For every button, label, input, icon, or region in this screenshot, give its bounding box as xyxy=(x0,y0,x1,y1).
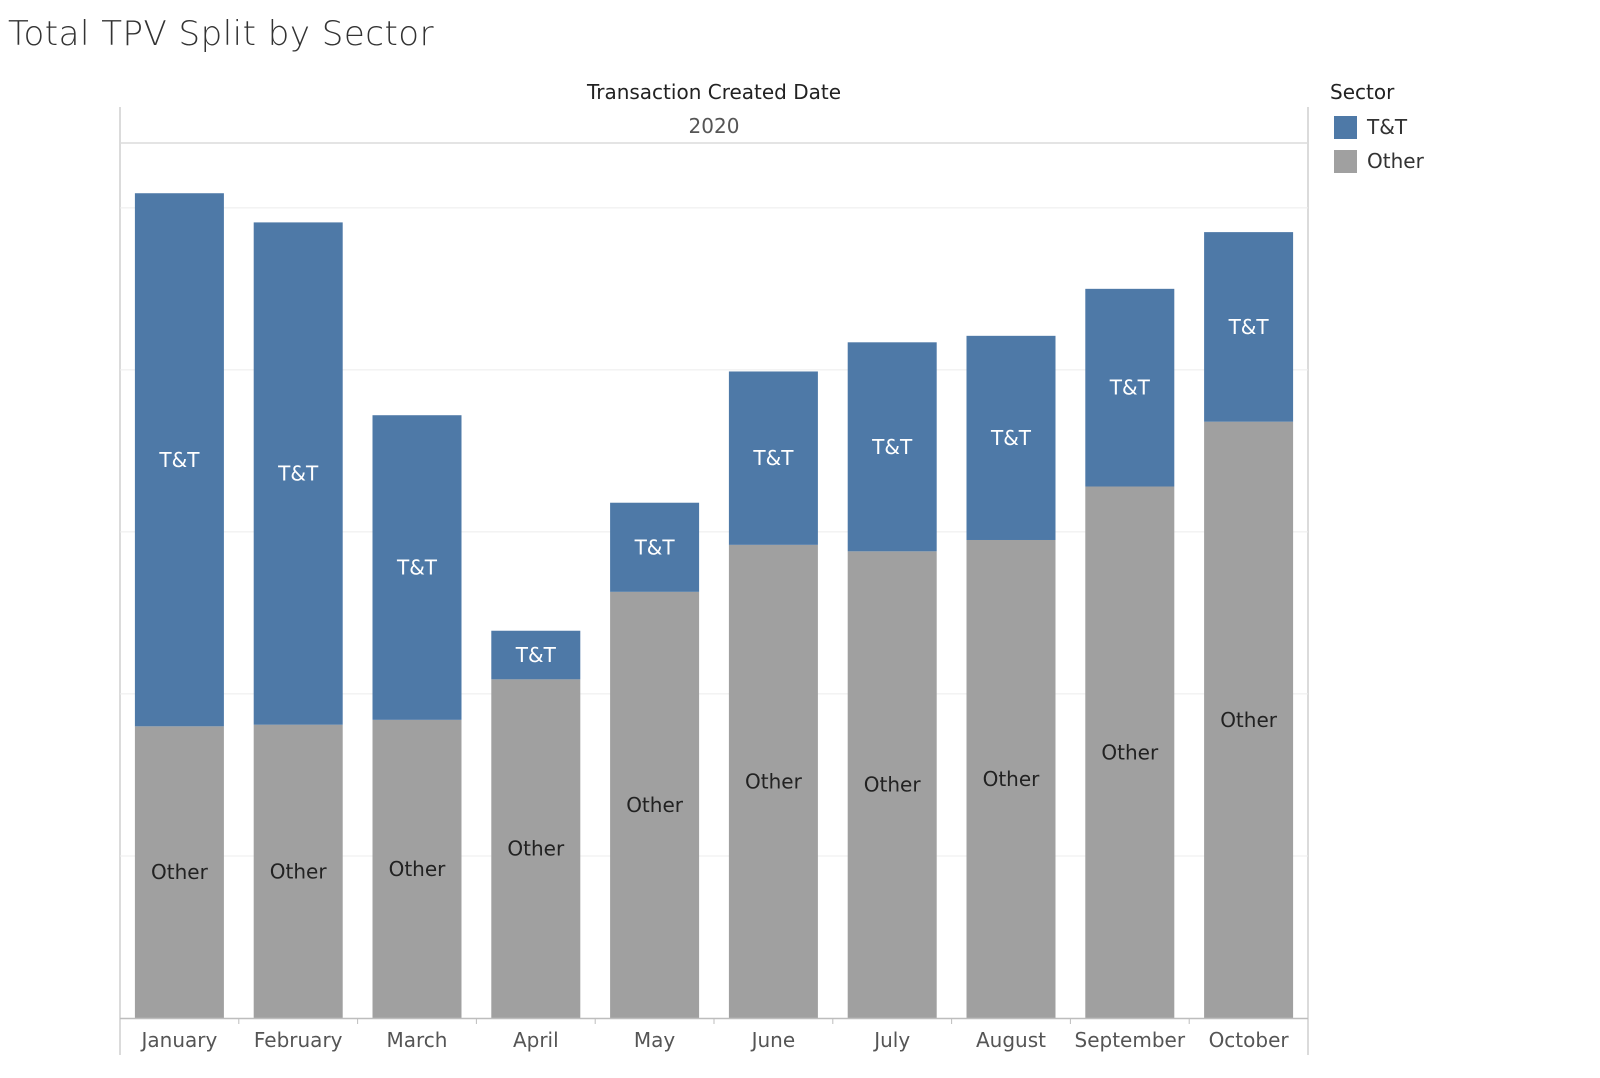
legend-item-tt[interactable]: T&T xyxy=(1330,110,1424,144)
bar-label-tt-january: T&T xyxy=(158,448,200,472)
x-tick-label-june: June xyxy=(750,1028,796,1052)
bar-tt-january xyxy=(134,193,224,727)
bar-tt-march xyxy=(372,415,462,720)
bar-tt-october xyxy=(1204,232,1294,422)
chart-title: Total TPV Split by Sector xyxy=(8,14,435,54)
bar-label-other-march: Other xyxy=(389,857,447,881)
bar-other-july xyxy=(847,551,937,1018)
bar-label-tt-march: T&T xyxy=(396,556,438,580)
bar-label-tt-september: T&T xyxy=(1109,376,1151,400)
bar-label-other-february: Other xyxy=(270,859,328,883)
bar-tt-may xyxy=(610,502,700,592)
bar-label-tt-may: T&T xyxy=(634,535,676,559)
legend-label-other: Other xyxy=(1367,149,1424,173)
bar-label-other-august: Other xyxy=(983,767,1041,791)
bar-other-september xyxy=(1085,486,1175,1018)
column-header-year: 2020 xyxy=(688,114,740,138)
x-tick-label-january: January xyxy=(139,1028,217,1052)
legend-label-tt: T&T xyxy=(1367,115,1408,139)
bar-tt-august xyxy=(966,335,1056,540)
bar-label-other-september: Other xyxy=(1101,740,1159,764)
bar-tt-february xyxy=(253,222,343,725)
x-tick-label-april: April xyxy=(513,1028,559,1052)
bar-tt-july xyxy=(847,342,937,552)
legend-title: Sector xyxy=(1330,80,1395,104)
x-tick-label-august: August xyxy=(976,1028,1046,1052)
x-tick-label-march: March xyxy=(387,1028,448,1052)
bar-label-other-october: Other xyxy=(1220,708,1278,732)
bar-other-march xyxy=(372,719,462,1018)
x-tick-label-february: February xyxy=(254,1028,343,1052)
bar-other-june xyxy=(728,544,818,1018)
legend-swatch-other xyxy=(1334,149,1357,173)
bar-tt-april xyxy=(491,630,581,680)
legend-swatch-tt xyxy=(1334,115,1357,139)
bar-label-tt-april: T&T xyxy=(515,643,557,667)
bar-label-tt-july: T&T xyxy=(871,435,913,459)
legend: Sector T&T Other xyxy=(1330,80,1424,178)
legend-item-other[interactable]: Other xyxy=(1330,144,1424,178)
bar-other-february xyxy=(253,724,343,1018)
x-tick-label-may: May xyxy=(634,1028,676,1052)
bar-other-may xyxy=(610,591,700,1018)
bar-tt-june xyxy=(728,371,818,545)
bar-label-other-january: Other xyxy=(151,860,209,884)
bar-other-october xyxy=(1204,421,1294,1018)
bar-label-other-may: Other xyxy=(626,793,684,817)
bar-label-other-april: Other xyxy=(507,837,565,861)
bar-other-january xyxy=(134,726,224,1018)
bar-label-tt-june: T&T xyxy=(752,446,794,470)
column-header-field: Transaction Created Date xyxy=(586,80,842,104)
bar-tt-september xyxy=(1085,288,1175,487)
bar-other-august xyxy=(966,539,1056,1018)
x-tick-label-july: July xyxy=(872,1028,910,1052)
bar-label-other-june: Other xyxy=(745,769,803,793)
bar-label-tt-february: T&T xyxy=(277,462,319,486)
bar-label-tt-august: T&T xyxy=(990,426,1032,450)
bar-other-april xyxy=(491,679,581,1018)
bar-label-other-july: Other xyxy=(864,773,922,797)
x-tick-label-september: September xyxy=(1075,1028,1186,1052)
x-tick-label-october: October xyxy=(1209,1028,1290,1052)
bar-label-tt-october: T&T xyxy=(1228,315,1270,339)
